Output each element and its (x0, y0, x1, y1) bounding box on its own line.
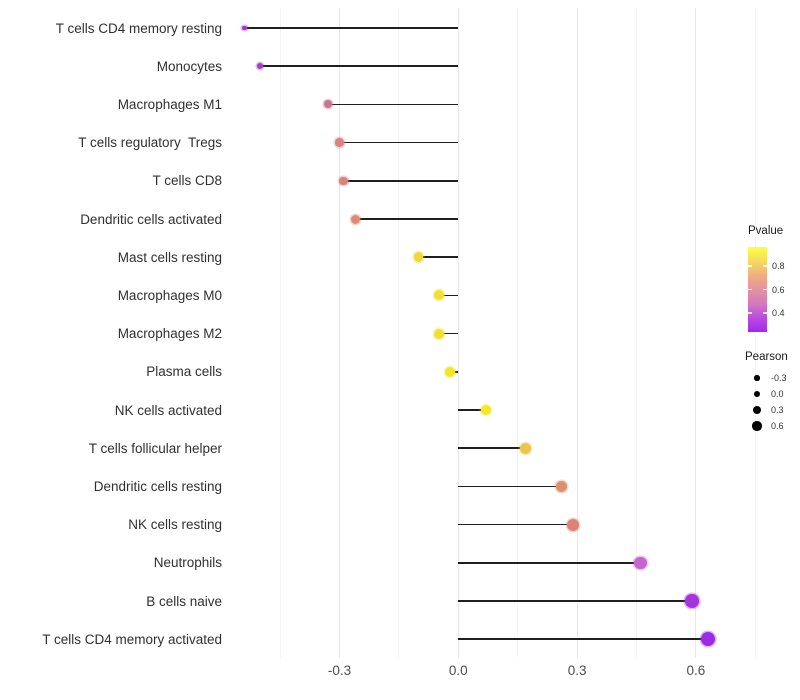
data-point (520, 442, 532, 454)
gridline-major (339, 8, 340, 658)
data-point (323, 100, 332, 109)
colorbar-tick-label: 0.4 (772, 307, 785, 318)
data-point (257, 63, 264, 70)
data-point (685, 594, 699, 608)
data-point (567, 518, 580, 531)
gridline-minor (279, 8, 281, 658)
category-label: Macrophages M2 (117, 326, 222, 342)
lollipop-stem (418, 256, 459, 259)
category-label: T cells regulatory Tregs (78, 135, 222, 151)
data-point (555, 480, 567, 493)
lollipop-stem (458, 523, 574, 526)
category-label: T cells follicular helper (88, 440, 222, 456)
category-label: NK cells resting (128, 517, 222, 533)
colorbar-tick (763, 312, 767, 314)
category-label: Neutrophils (153, 555, 222, 571)
data-point (445, 366, 456, 377)
data-point (350, 214, 360, 224)
colorbar-tick (748, 288, 752, 291)
data-point (700, 631, 716, 647)
colorbar-tick (748, 312, 752, 314)
category-label: Monocytes (156, 58, 222, 74)
category-label: T cells CD8 (152, 173, 222, 189)
pearson-legend-title: Pearson (745, 351, 788, 363)
x-tick-label: 0.0 (448, 663, 468, 678)
data-point (480, 404, 492, 416)
lollipop-stem (438, 294, 459, 297)
lollipop-stem (343, 179, 459, 182)
colorbar-tick (763, 265, 767, 267)
gridline-major (695, 8, 697, 658)
lollipop-stem (339, 141, 459, 144)
x-tick-label: 0.6 (686, 663, 706, 678)
category-label: Plasma cells (146, 364, 222, 380)
lollipop-stem (458, 409, 487, 411)
lollipop-stem (438, 332, 459, 335)
colorbar-tick-label: 0.8 (772, 261, 785, 272)
x-tick-label: 0.3 (567, 663, 587, 678)
data-point (335, 138, 344, 147)
lollipop-stem (458, 561, 641, 564)
x-tick-label: -0.3 (327, 663, 352, 678)
gridline-minor (754, 8, 756, 658)
category-label: B cells naive (146, 593, 222, 609)
data-point (433, 290, 444, 301)
data-point (433, 328, 444, 339)
size-key-dot (753, 406, 761, 414)
gridline-minor (636, 8, 637, 658)
colorbar-tick-label: 0.6 (772, 284, 785, 295)
gridline-minor (398, 8, 400, 658)
size-key-label: 0.6 (771, 421, 784, 431)
size-key-label: 0.0 (771, 389, 784, 399)
lollipop-stem (355, 218, 459, 220)
lollipop-stem (260, 65, 459, 68)
pvalue-colorbar (748, 247, 767, 332)
size-key-dot (754, 375, 760, 381)
lollipop-stem (458, 485, 562, 488)
category-label: Macrophages M1 (117, 96, 222, 112)
size-key-label: 0.3 (771, 405, 784, 415)
category-label: Macrophages M0 (117, 287, 222, 303)
colorbar-tick (763, 288, 767, 291)
colorbar-tick (748, 265, 752, 267)
data-point (242, 25, 247, 31)
size-key-label: -0.3 (771, 373, 787, 383)
pvalue-legend-title: Pvalue (748, 225, 784, 237)
lollipop-stem (458, 600, 692, 602)
gridline-major (457, 8, 459, 658)
lollipop-stem (458, 638, 708, 641)
category-label: NK cells activated (114, 402, 222, 418)
size-key-dot (753, 390, 761, 398)
data-point (413, 252, 424, 262)
data-point (339, 176, 348, 186)
lollipop-stem (327, 103, 459, 106)
category-label: T cells CD4 memory activated (42, 631, 222, 647)
category-label: Dendritic cells resting (93, 478, 222, 494)
category-label: Dendritic cells activated (80, 211, 222, 227)
category-label: Mast cells resting (117, 249, 222, 265)
size-key-dot (752, 421, 762, 431)
gridline-minor (517, 8, 519, 658)
lollipop-stem (458, 447, 526, 450)
data-point (634, 556, 647, 570)
category-label: T cells CD4 memory resting (55, 20, 222, 36)
gridline-major (576, 8, 578, 658)
lollipop-stem (244, 27, 459, 29)
